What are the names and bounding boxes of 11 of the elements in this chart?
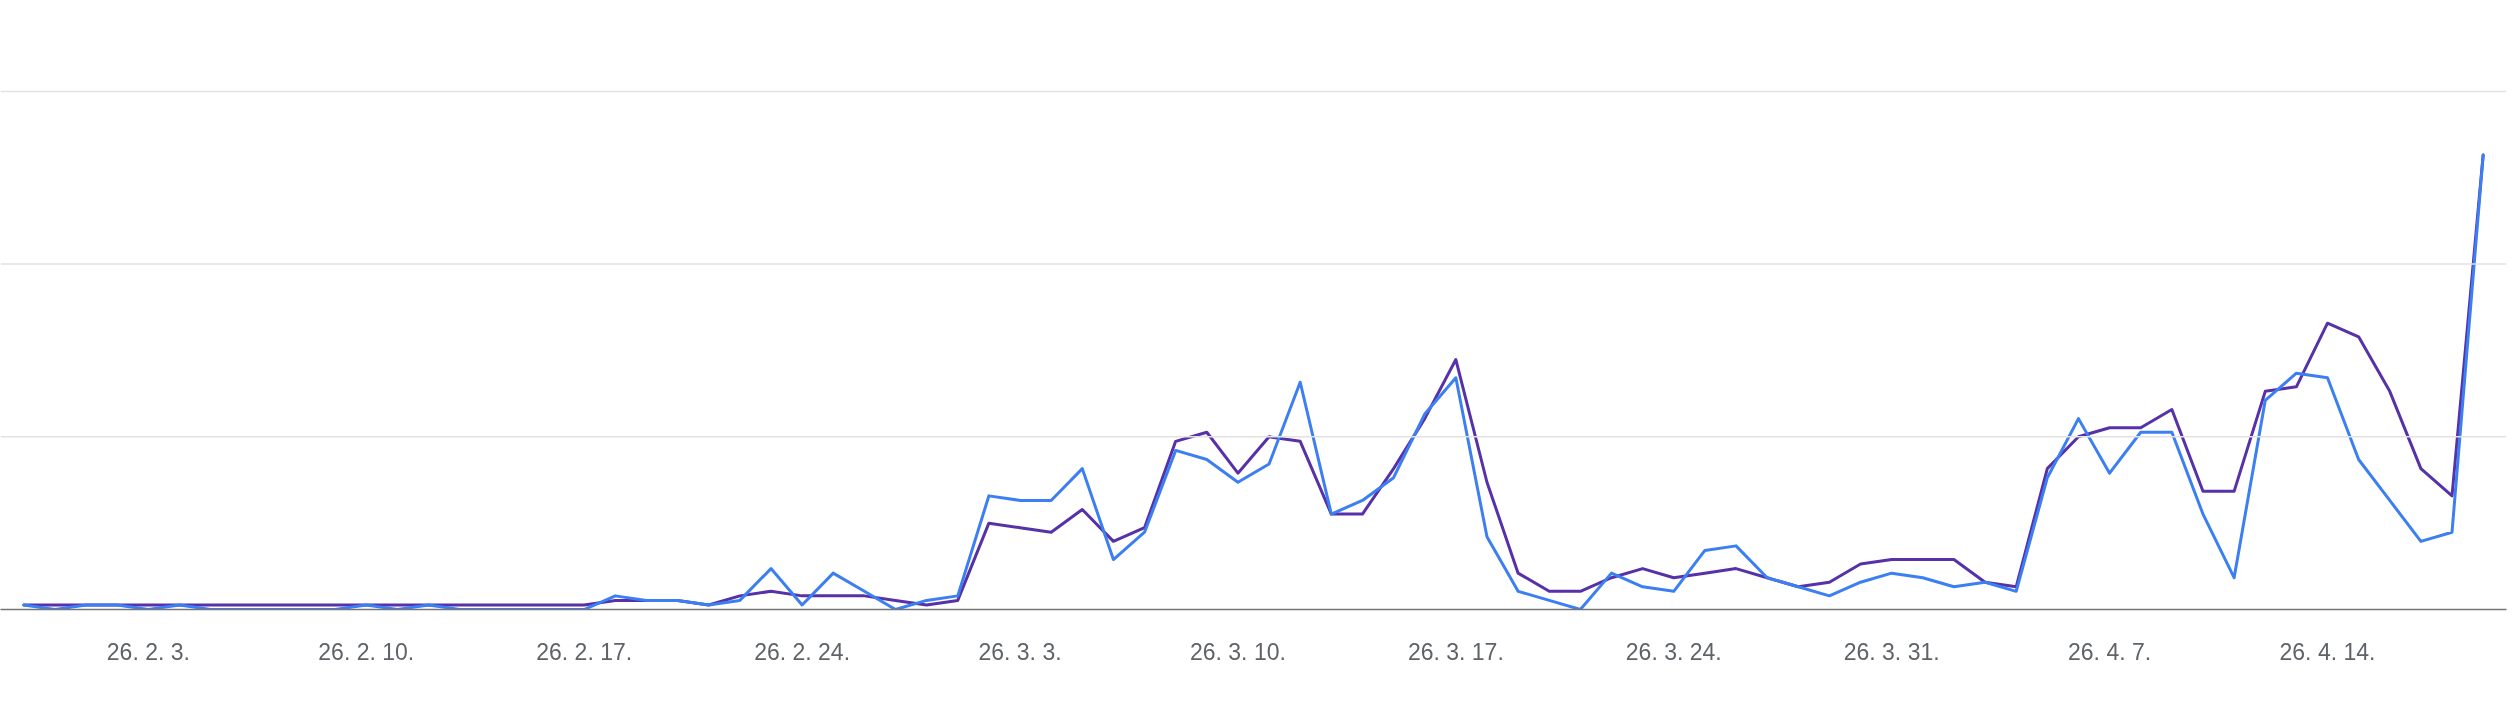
x-tick-label: 26. 3. 3. (978, 638, 1062, 665)
x-tick-label: 26. 2. 17. (536, 638, 633, 665)
x-tick-label: 26. 2. 10. (318, 638, 415, 665)
x-tick-label: 26. 3. 10. (1189, 638, 1286, 665)
x-tick-label: 26. 2. 24. (754, 638, 851, 665)
x-tick-label: 26. 2. 3. (106, 638, 190, 665)
x-tick-label: 26. 3. 31. (1843, 638, 1940, 665)
x-tick-label: 26. 4. 14. (2279, 638, 2376, 665)
x-tick-label: 26. 3. 17. (1407, 638, 1504, 665)
x-tick-label: 26. 3. 24. (1625, 638, 1722, 665)
x-tick-label: 26. 4. 7. (2068, 638, 2152, 665)
